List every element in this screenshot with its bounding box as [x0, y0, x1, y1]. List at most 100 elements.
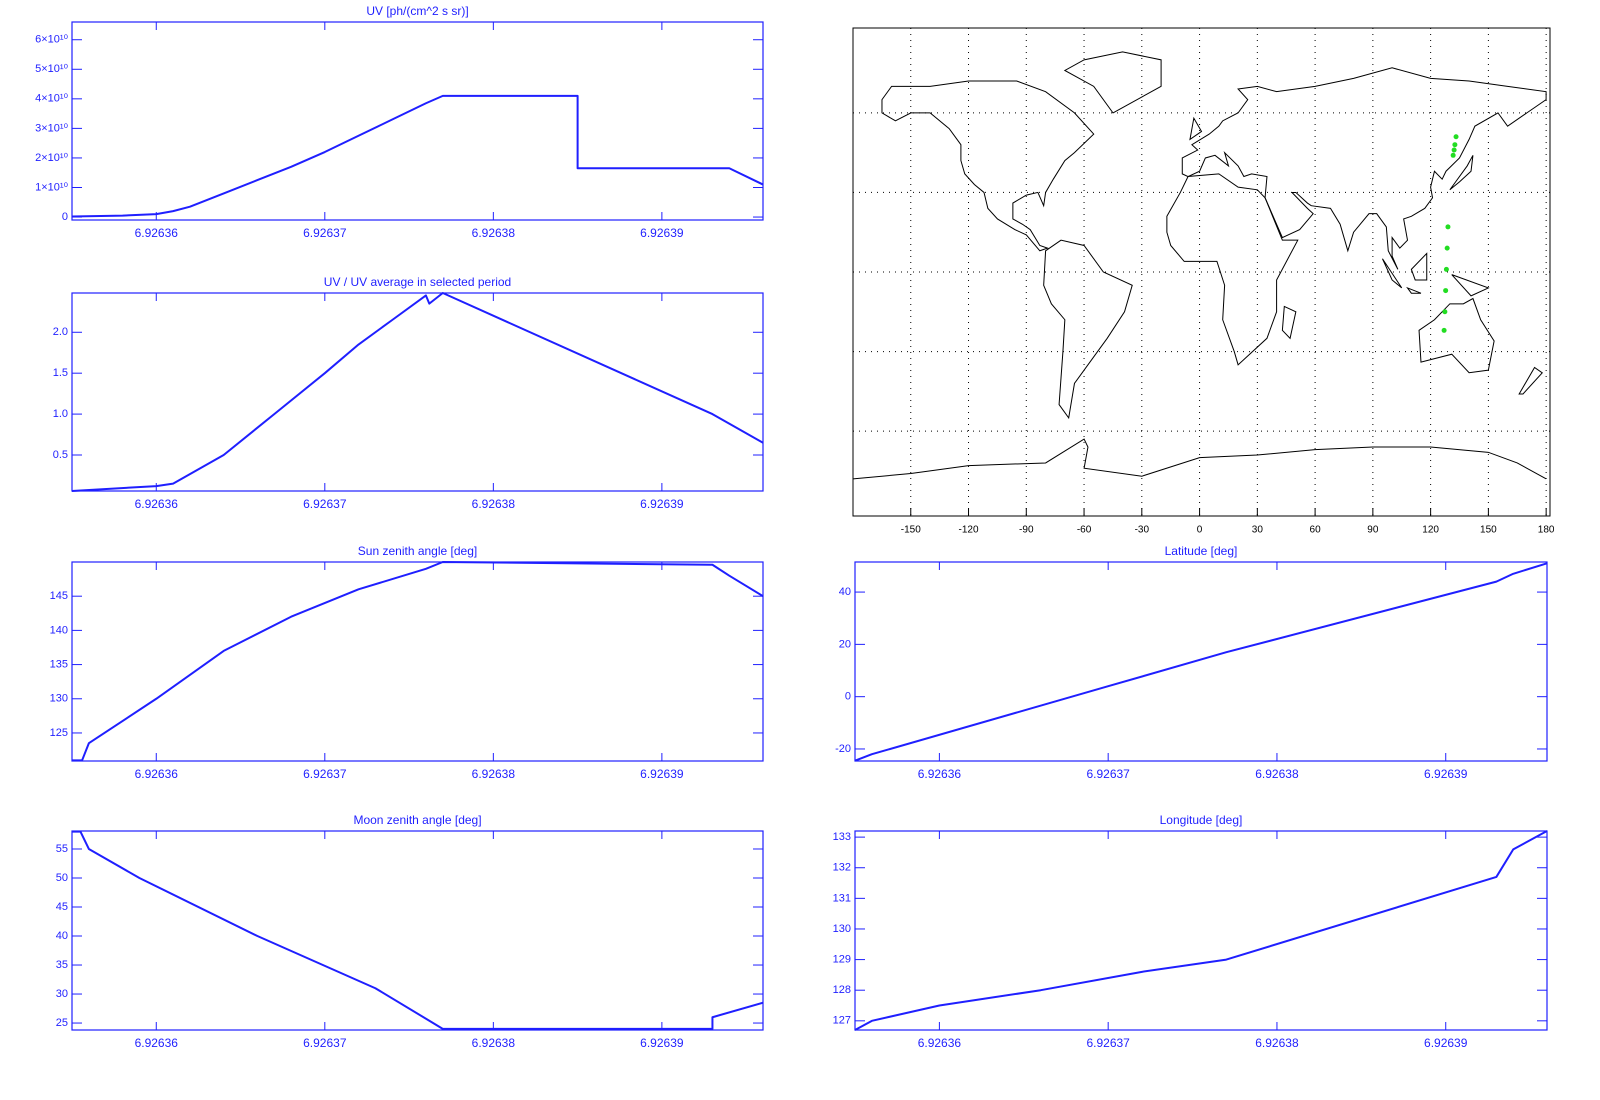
x-tick-label: 6.92637: [303, 767, 347, 781]
x-tick-label: 6.92638: [472, 1036, 516, 1050]
track-point: [1443, 266, 1449, 272]
track-point: [1452, 142, 1458, 148]
y-tick-label: 0: [62, 211, 68, 223]
coast-north-america: [882, 81, 1094, 251]
x-tick-label: 6.92638: [472, 497, 516, 511]
data-line: [72, 830, 764, 1030]
x-tick-label: 6.92639: [640, 1036, 684, 1050]
y-tick-label: 1×10¹⁰: [35, 181, 68, 193]
x-tick-label: -60: [1077, 525, 1092, 536]
x-tick-label: -90: [1019, 525, 1034, 536]
data-line: [854, 562, 1548, 762]
y-tick-label: 40: [839, 586, 851, 598]
plot-frame: [854, 561, 1548, 762]
track-point: [1442, 309, 1448, 315]
x-tick-label: 6.92636: [135, 497, 179, 511]
y-tick-label: 2.0: [53, 326, 68, 338]
y-tick-label: 135: [50, 658, 68, 670]
x-tick-label: 6.92639: [1424, 1036, 1468, 1050]
y-tick-label: 1.5: [53, 367, 68, 379]
panel-title: Longitude [deg]: [1160, 813, 1243, 827]
y-tick-label: 125: [50, 727, 68, 739]
y-tick-label: 5×10¹⁰: [35, 63, 68, 75]
coast-africa: [1167, 174, 1298, 365]
y-tick-label: 40: [56, 930, 68, 942]
coast-south-america: [1044, 240, 1133, 418]
y-tick-label: 3×10¹⁰: [35, 122, 68, 134]
x-tick-label: 0: [1197, 525, 1203, 536]
x-tick-label: 6.92636: [135, 1036, 179, 1050]
track-point: [1444, 245, 1450, 251]
panel-title: UV [ph/(cm^2 s sr)]: [366, 4, 468, 18]
x-tick-label: 180: [1538, 525, 1555, 536]
y-tick-label: 132: [833, 862, 851, 874]
x-tick-label: 6.92639: [640, 767, 684, 781]
y-tick-label: 35: [56, 959, 68, 971]
x-tick-label: 6.92637: [303, 1036, 347, 1050]
x-tick-label: 6.92637: [303, 226, 347, 240]
panel-title: UV / UV average in selected period: [324, 275, 511, 289]
coast-australia: [1419, 299, 1494, 373]
y-tick-label: 1.0: [53, 408, 68, 420]
x-tick-label: 6.92637: [1086, 767, 1130, 781]
coast-islands: [1190, 118, 1542, 394]
track-point: [1441, 327, 1447, 333]
y-tick-label: 0: [845, 691, 851, 703]
y-tick-label: 130: [833, 923, 851, 935]
plot-frame: [71, 292, 764, 492]
x-tick-label: 6.92639: [640, 226, 684, 240]
y-tick-label: 30: [56, 988, 68, 1000]
y-tick-label: 129: [833, 953, 851, 965]
x-tick-label: -120: [959, 525, 979, 536]
x-tick-label: -30: [1135, 525, 1150, 536]
y-tick-label: 133: [833, 831, 851, 843]
y-tick-label: 128: [833, 984, 851, 996]
y-tick-label: 4×10¹⁰: [35, 93, 68, 105]
coast-antarctica: [853, 439, 1546, 479]
y-tick-label: 0.5: [53, 449, 68, 461]
coast-eurasia: [1182, 68, 1546, 270]
y-tick-label: 140: [50, 624, 68, 636]
track-point: [1445, 224, 1451, 230]
x-tick-label: 150: [1480, 525, 1497, 536]
y-tick-label: 145: [50, 590, 68, 602]
x-tick-label: 6.92637: [303, 497, 347, 511]
x-tick-label: 6.92636: [135, 767, 179, 781]
plot-frame: [71, 21, 764, 221]
x-tick-label: 90: [1367, 525, 1379, 536]
panel-title: Moon zenith angle [deg]: [353, 813, 481, 827]
x-tick-label: -150: [901, 525, 921, 536]
y-tick-label: 55: [56, 843, 68, 855]
data-line: [71, 94, 764, 218]
data-line: [854, 830, 1548, 1031]
x-tick-label: 30: [1252, 525, 1264, 536]
x-tick-label: 120: [1422, 525, 1439, 536]
map-frame: [852, 27, 1551, 517]
x-tick-label: 6.92637: [1086, 1036, 1130, 1050]
y-tick-label: -20: [835, 743, 851, 755]
x-tick-label: 6.92638: [1255, 1036, 1299, 1050]
y-tick-label: 45: [56, 901, 68, 913]
x-tick-label: 6.92636: [918, 1036, 962, 1050]
data-line: [72, 561, 764, 762]
x-tick-label: 6.92638: [1255, 767, 1299, 781]
y-tick-label: 25: [56, 1017, 68, 1029]
y-tick-label: 130: [50, 693, 68, 705]
track-point: [1451, 147, 1457, 153]
y-tick-label: 127: [833, 1015, 851, 1027]
plot-frame: [71, 830, 764, 1031]
data-line: [71, 292, 764, 492]
y-tick-label: 2×10¹⁰: [35, 152, 68, 164]
x-tick-label: 6.92638: [472, 226, 516, 240]
track-point: [1450, 152, 1456, 158]
x-tick-label: 6.92636: [918, 767, 962, 781]
y-tick-label: 6×10¹⁰: [35, 34, 68, 46]
y-tick-label: 131: [833, 892, 851, 904]
x-tick-label: 6.92639: [640, 497, 684, 511]
panel-title: Latitude [deg]: [1165, 544, 1238, 558]
coast-greenland: [1065, 52, 1161, 113]
x-tick-label: 60: [1310, 525, 1322, 536]
plot-frame: [71, 561, 764, 762]
x-tick-label: 6.92636: [135, 226, 179, 240]
